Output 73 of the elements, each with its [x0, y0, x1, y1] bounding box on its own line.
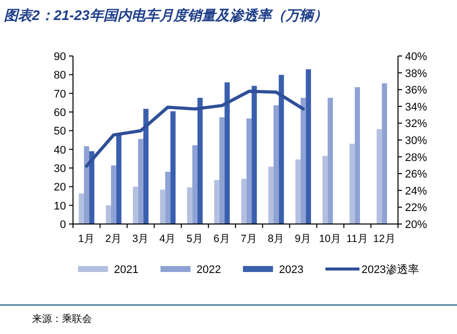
chart-title: 图表2：21-23年国内电车月度销量及渗透率（万辆） [4, 7, 328, 23]
bar [111, 165, 116, 224]
bar [274, 105, 279, 224]
bar [252, 86, 257, 224]
bar [143, 108, 149, 224]
bar [224, 82, 230, 224]
bar [78, 193, 84, 224]
bar [132, 186, 138, 224]
y2-tick-label: 20% [405, 219, 428, 231]
y2-tick-label: 26% [405, 168, 428, 181]
y-tick-label: 10 [54, 200, 66, 212]
y2-tick-label: 22% [405, 202, 428, 214]
bar [165, 172, 170, 224]
y2-tick-label: 36% [405, 84, 428, 97]
y-tick-label: 70 [54, 88, 66, 100]
line-series [84, 90, 305, 168]
y2-tick-label: 40% [405, 51, 428, 63]
bar [187, 187, 192, 224]
y2-tick-label: 34% [405, 101, 428, 114]
x-tick-label: 4月 [159, 233, 176, 245]
bar [354, 87, 360, 224]
bar [138, 138, 144, 224]
bar [106, 205, 112, 224]
y2-tick-label: 24% [405, 185, 428, 198]
y-tick-label: 80 [54, 70, 66, 82]
bar [241, 178, 246, 224]
x-tick-label: 2月 [105, 233, 122, 245]
y-tick-label: 40 [54, 144, 66, 156]
legend-label: 2022 [196, 264, 221, 276]
bar [322, 156, 328, 224]
legend-label: 2023 [278, 264, 304, 276]
y2-tick-label: 38% [405, 68, 428, 80]
bar [214, 180, 220, 224]
x-tick-label: 1月 [78, 233, 95, 245]
legend-label: 2023渗透率 [361, 263, 419, 276]
y2-tick-label: 28% [405, 152, 428, 164]
x-tick-label: 6月 [214, 233, 230, 245]
bar [219, 117, 225, 224]
legend-label: 2021 [114, 264, 138, 276]
bar [116, 134, 122, 224]
y-tick-label: 20 [54, 182, 66, 194]
y2-tick-label: 32% [405, 118, 428, 130]
y2-tick-label: 30% [405, 135, 428, 147]
y-tick-label: 90 [54, 51, 66, 63]
bar [382, 83, 388, 224]
x-tick-label: 11月 [346, 233, 368, 245]
x-tick-label: 12月 [373, 233, 396, 245]
x-tick-label: 7月 [240, 233, 258, 245]
y-tick-label: 0 [60, 219, 66, 231]
bar [268, 166, 274, 224]
x-tick-label: 5月 [186, 233, 204, 245]
y-tick-label: 50 [54, 126, 66, 138]
bar [300, 98, 306, 224]
bar [278, 74, 284, 224]
bar [89, 151, 94, 224]
y-tick-label: 60 [54, 107, 66, 119]
bar [350, 144, 355, 224]
source-note: 来源：乘联会 [32, 313, 92, 325]
x-tick-label: 10月 [318, 233, 342, 245]
bar [376, 129, 382, 224]
bar [160, 190, 166, 224]
bar [192, 145, 198, 224]
x-tick-label: 9月 [294, 233, 312, 245]
y-tick-label: 30 [54, 163, 66, 175]
bar [170, 111, 176, 224]
bar [246, 118, 252, 224]
x-tick-label: 3月 [132, 233, 150, 245]
bar [197, 98, 203, 224]
bar [328, 98, 333, 224]
bar [306, 69, 312, 224]
x-tick-label: 8月 [268, 233, 285, 245]
bar [295, 159, 301, 224]
bar [84, 146, 90, 224]
